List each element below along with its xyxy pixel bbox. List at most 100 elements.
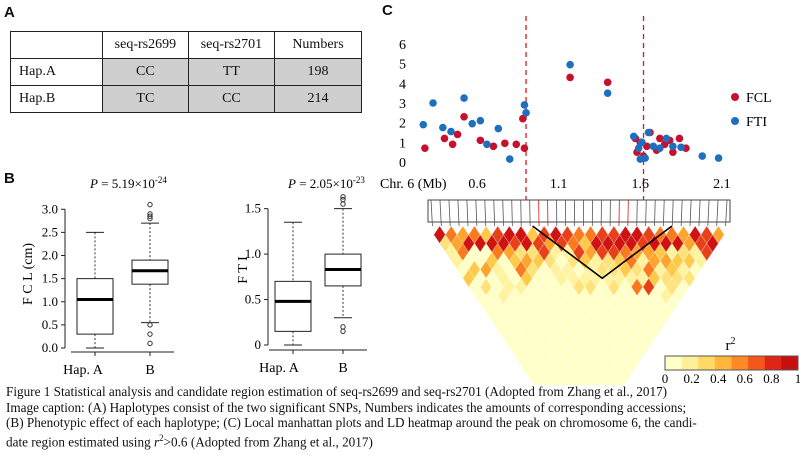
data-point	[714, 154, 723, 162]
snp-connector	[636, 199, 638, 227]
data-point	[566, 60, 574, 69]
data-point	[448, 140, 457, 149]
x-tick-label: 1.6	[632, 177, 650, 192]
y-axis-label: F T I	[236, 256, 251, 284]
snp-track	[427, 199, 731, 223]
x-tick-label: Hap. A	[63, 363, 104, 378]
snp-connector	[689, 199, 692, 227]
colorbar-tick-label: 0	[662, 371, 669, 385]
colorbar-tick-label: 0.6	[737, 371, 754, 385]
colorbar-frame	[664, 355, 799, 371]
data-point	[440, 134, 449, 143]
colorbar-tick-label: 0.2	[683, 371, 699, 385]
data-point	[429, 99, 437, 107]
x-tick-label: 0.6	[468, 177, 486, 192]
outlier-point	[147, 331, 153, 337]
figure-caption: Figure 1 Statistical analysis and candid…	[6, 384, 697, 449]
box	[76, 278, 114, 335]
x-tick-label: 1.1	[550, 177, 568, 192]
y-tick-label: 6	[399, 38, 406, 53]
snp-connector	[511, 199, 513, 227]
p-value-label: P = 2.05×10-23	[287, 175, 365, 191]
data-point	[512, 140, 521, 149]
data-point	[494, 124, 503, 133]
ld-cell	[588, 382, 593, 385]
data-point	[603, 78, 612, 87]
y-axis-label: F C L (cm)	[21, 243, 36, 305]
colorbar-title: r2	[726, 336, 736, 354]
manhattan-ld-plot: 0 1 2 3 4 5 6 Chr. 6 (Mb) 0.6 1.1 1.6 2.1 FCL FTI r2 0…	[380, 16, 800, 385]
y-tick-label: 1.0	[42, 294, 58, 309]
snp-connector	[448, 199, 451, 227]
y-tick-label: 0.0	[42, 340, 58, 355]
legend-marker	[731, 93, 739, 101]
panel-c-label: C	[382, 2, 393, 19]
caption-line: (B) Phenotypic effect of each haplotype;…	[6, 415, 697, 430]
panel-b-label: B	[4, 170, 15, 187]
data-point	[603, 89, 612, 97]
data-point	[439, 123, 447, 132]
caption-text: date region estimated using	[6, 433, 154, 449]
outlier-point	[147, 201, 153, 208]
snp-connector	[671, 199, 674, 227]
colorbar-segment	[764, 356, 782, 370]
outlier-point	[147, 340, 153, 347]
snp-connector	[457, 199, 460, 227]
outlier-point	[147, 211, 153, 217]
y-tick-label: 3.0	[42, 201, 58, 216]
colorbar-segment	[781, 356, 799, 370]
data-point	[518, 114, 527, 123]
y-tick-label: 3	[399, 97, 406, 112]
data-point	[656, 144, 664, 153]
data-point	[421, 144, 429, 153]
y-tick-label: 4	[399, 77, 406, 92]
y-tick-label: 0.5	[245, 292, 261, 307]
data-point	[505, 155, 514, 163]
data-point	[669, 148, 677, 156]
snp-connector	[484, 199, 487, 227]
table-header-row: seq-rs2699 seq-rs2701 Numbers	[10, 31, 363, 59]
data-point	[460, 112, 468, 121]
ld-cell	[600, 382, 604, 385]
y-tick-label: 2.0	[42, 248, 58, 263]
snp-connector	[698, 199, 701, 227]
data-point	[638, 138, 646, 147]
table-cell: Hap.B	[10, 85, 103, 113]
snp-connector	[475, 199, 478, 227]
caption-r: r	[153, 433, 160, 449]
data-point	[501, 139, 509, 148]
table-header-cell: Numbers	[273, 31, 363, 59]
box	[274, 280, 312, 332]
table-cell: TT	[187, 58, 275, 86]
data-point	[641, 154, 649, 162]
ld-cell	[712, 225, 725, 244]
data-point	[520, 144, 529, 153]
data-point	[644, 128, 653, 137]
outlier-point	[147, 322, 153, 328]
snp-connector	[680, 199, 683, 227]
table-cell: 198	[273, 58, 363, 86]
table-header-cell: seq-rs2701	[187, 31, 275, 59]
caption-text: >0.6 (Adopted from Zhang et al., 2017)	[163, 433, 373, 449]
data-point	[476, 136, 485, 145]
snp-connector	[716, 199, 719, 227]
legend-label: FCL	[746, 91, 772, 106]
data-point	[656, 134, 664, 143]
data-point	[629, 132, 638, 141]
y-tick-label: 0	[255, 337, 262, 352]
x-tick-label: Hap. A	[259, 361, 300, 376]
outlier-point	[340, 324, 346, 330]
x-axis-label: Chr. 6 (Mb)	[380, 177, 447, 192]
snp-connector	[430, 199, 433, 227]
data-point	[483, 140, 491, 149]
snp-connector	[502, 199, 504, 227]
legend-label: FTI	[746, 115, 767, 130]
snp-connector	[725, 199, 728, 227]
table-cell: TC	[101, 85, 189, 113]
box-plot-fcl: P = 5.19×10-24 0.0 0.5 1.0 1.5 2.0 2.5 3.0 F C …	[21, 175, 174, 378]
caption-line: Figure 1 Statistical analysis and candid…	[6, 384, 668, 399]
colorbar-segment	[665, 356, 683, 370]
ld-cell	[542, 382, 546, 385]
x-tick-label: B	[145, 363, 154, 378]
colorbar-segment	[698, 356, 716, 370]
